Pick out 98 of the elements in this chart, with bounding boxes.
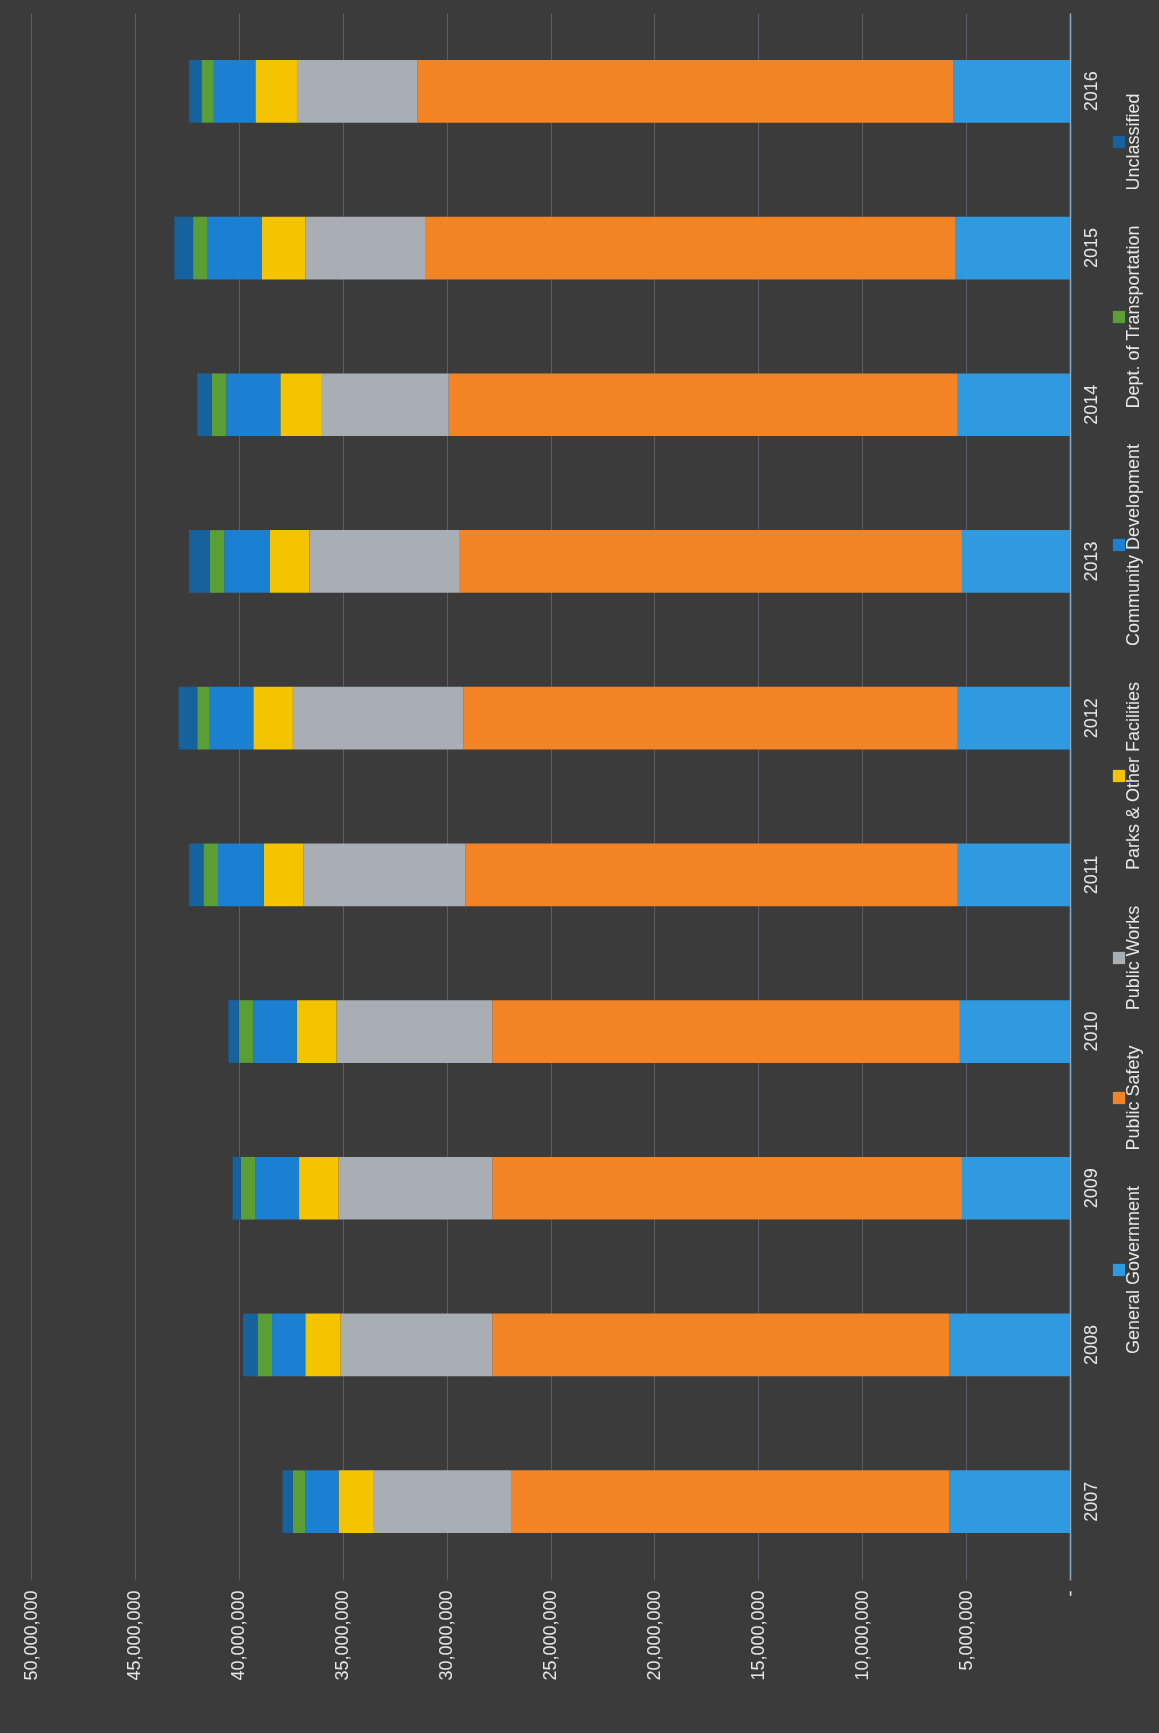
bar <box>463 686 958 750</box>
bar <box>373 1470 512 1533</box>
x-tick-label: 20,000,000 <box>643 1590 664 1681</box>
bar <box>193 216 208 280</box>
x-tick-label: 40,000,000 <box>228 1590 249 1681</box>
bar <box>197 686 210 750</box>
bar <box>336 1000 493 1063</box>
y-tick-label: 2007 <box>1080 1481 1101 1522</box>
bar <box>949 1470 1070 1533</box>
bar <box>296 60 418 123</box>
bar <box>305 1470 339 1533</box>
legend-label: Community Development <box>1123 443 1143 647</box>
x-tick-label: 25,000,000 <box>540 1590 560 1681</box>
bar <box>959 1000 1070 1063</box>
bar <box>338 1156 493 1220</box>
bar <box>188 530 210 593</box>
bar <box>303 843 466 907</box>
bar <box>253 1000 297 1063</box>
y-tick-label: 2012 <box>1080 698 1101 739</box>
bar <box>232 1156 241 1220</box>
legend-label: General Government <box>1123 1185 1143 1355</box>
bar <box>253 686 293 750</box>
bar <box>448 373 958 437</box>
bar <box>224 530 270 593</box>
x-tick-label: 35,000,000 <box>332 1590 353 1681</box>
y-tick-label: 2011 <box>1080 855 1101 895</box>
bar <box>226 373 281 437</box>
bar <box>218 843 264 907</box>
bar <box>257 1313 273 1377</box>
bar <box>955 216 1070 280</box>
bar <box>203 843 219 907</box>
y-tick-label: 2014 <box>1080 384 1101 425</box>
x-tick-label: 10,000,000 <box>851 1590 872 1681</box>
bar <box>299 1156 339 1220</box>
bar <box>188 843 204 907</box>
x-tick-label: 15,000,000 <box>747 1590 768 1681</box>
bar <box>263 843 304 907</box>
y-tick-label: 2010 <box>1080 1011 1101 1052</box>
x-tick-label: 50,000,000 <box>20 1590 41 1681</box>
legend-label: Parks & Other Facilities <box>1123 681 1143 871</box>
x-tick-label: 30,000,000 <box>436 1590 457 1681</box>
y-tick-label: 2013 <box>1080 541 1101 582</box>
x-tick-label: - <box>1059 1590 1080 1597</box>
bar <box>209 530 225 593</box>
bar <box>305 1313 341 1377</box>
y-tick-label: 2009 <box>1080 1168 1101 1209</box>
bar <box>961 1156 1070 1220</box>
x-tick-label: 5,000,000 <box>955 1590 976 1671</box>
bar <box>296 1000 337 1063</box>
y-tick-label: 2016 <box>1080 71 1101 112</box>
bar <box>492 1156 962 1220</box>
bar <box>188 60 202 123</box>
bar <box>201 60 214 123</box>
bar <box>321 373 449 437</box>
bar <box>340 1313 493 1377</box>
bar <box>338 1470 374 1533</box>
bar <box>178 686 198 750</box>
bar <box>957 686 1070 750</box>
bar <box>269 530 310 593</box>
bar <box>255 1156 300 1220</box>
bar <box>957 373 1070 437</box>
bar <box>174 216 194 280</box>
bar <box>949 1313 1070 1377</box>
y-tick-label: 2015 <box>1080 228 1101 269</box>
bar <box>255 60 297 123</box>
legend-label: Public Safety <box>1123 1045 1143 1151</box>
legend-label: Dept. of Transportation <box>1123 225 1143 409</box>
bar <box>238 1000 254 1063</box>
bar <box>207 216 262 280</box>
bar <box>961 530 1070 593</box>
bar <box>240 1156 256 1220</box>
bar <box>242 1313 258 1377</box>
bar <box>305 216 426 280</box>
bar <box>953 60 1070 123</box>
legend-label: Unclassified <box>1123 93 1143 191</box>
bar <box>459 530 962 593</box>
bar <box>957 843 1070 907</box>
bar <box>209 686 254 750</box>
bar <box>211 373 227 437</box>
bar <box>228 1000 239 1063</box>
bar <box>197 373 212 437</box>
bar <box>272 1313 306 1377</box>
bar <box>425 216 956 280</box>
bar <box>492 1313 950 1377</box>
bar <box>280 373 322 437</box>
y-tick-label: 2008 <box>1080 1324 1101 1365</box>
bar <box>465 843 958 907</box>
bar <box>492 1000 960 1063</box>
bar <box>213 60 256 123</box>
bar <box>261 216 306 280</box>
bar <box>417 60 954 123</box>
bar <box>282 1470 293 1533</box>
bar <box>309 530 460 593</box>
x-tick-label: 45,000,000 <box>124 1590 145 1681</box>
bar <box>292 1470 306 1533</box>
bar <box>292 686 464 750</box>
legend-label: Public Works <box>1123 905 1143 1011</box>
bar <box>511 1470 950 1533</box>
